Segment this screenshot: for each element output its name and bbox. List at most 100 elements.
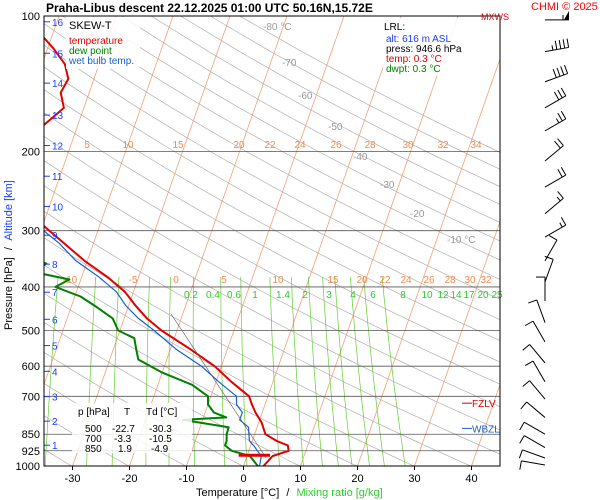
mixing-ratio-label: 0.2 xyxy=(184,290,198,301)
wind-barb xyxy=(544,138,564,162)
isotherm-label: 5 xyxy=(221,275,227,286)
mxws-label: MXWS xyxy=(481,12,509,22)
isotherm-label: 26 xyxy=(423,275,435,286)
altitude-tick-label: 2 xyxy=(52,417,58,428)
isotherm-line xyxy=(300,16,459,466)
pressure-tick-label: 500 xyxy=(22,326,40,338)
isotherm-label: 5 xyxy=(84,140,90,151)
wind-barb xyxy=(544,64,569,83)
mixing-ratio-label: 8 xyxy=(400,290,406,301)
wind-barb-flag xyxy=(560,87,567,97)
x-tick-label: 0 xyxy=(240,473,246,485)
wind-barb-flag xyxy=(554,40,558,50)
copyright-label: CHMI © 2025 xyxy=(531,1,598,13)
dry-adiabat-label: -30 xyxy=(380,180,395,191)
wind-barb-flag xyxy=(522,344,530,351)
x-tick-label: -30 xyxy=(65,473,81,485)
mixing-ratio-label: 14 xyxy=(450,290,462,301)
isotherm-line xyxy=(529,16,600,466)
isotherm-line xyxy=(357,57,500,466)
dry-adiabat xyxy=(44,160,500,408)
lrl-press: press: 946.6 hPa xyxy=(386,44,462,55)
wind-barb xyxy=(522,380,546,400)
mixing-ratio-line xyxy=(240,276,248,466)
isotherm-label: 34 xyxy=(470,140,482,151)
pressure-tick-label: 400 xyxy=(22,282,40,294)
wind-barb-half xyxy=(556,196,561,202)
altitude-tick-label: 4 xyxy=(52,367,58,378)
table-cell: 500 xyxy=(85,424,102,435)
wind-barb-flag xyxy=(557,89,563,99)
wind-barb-flag xyxy=(566,38,570,48)
mixing-ratio-line xyxy=(350,276,370,466)
wind-barbs xyxy=(518,10,570,470)
wind-barb xyxy=(544,255,554,283)
series-dew-point xyxy=(44,261,259,466)
wind-barb xyxy=(544,87,567,109)
wind-barb xyxy=(536,276,546,302)
mixing-ratio-line xyxy=(363,276,385,466)
dry-adiabat xyxy=(44,23,500,280)
wind-barb-flag xyxy=(560,217,567,226)
altitude-tick-label: 13 xyxy=(52,111,64,122)
wind-barb-flag xyxy=(522,380,530,387)
mixing-ratio-line xyxy=(220,276,226,466)
wbzl-label: WBZL xyxy=(472,424,500,435)
wind-barb-flag xyxy=(560,110,567,120)
table-cell: 850 xyxy=(85,444,102,455)
x-axis-title: Temperature [°C] / Mixing ratio [g/kg] xyxy=(196,487,383,499)
dry-adiabat xyxy=(239,16,500,153)
lrl-box: LRL: alt: 616 m ASL press: 946.6 hPa tem… xyxy=(383,18,468,76)
isotherm-label: 0 xyxy=(173,275,179,286)
wind-barb-flag xyxy=(560,167,567,176)
isotherm-line xyxy=(186,16,345,466)
wind-barb-flag xyxy=(554,140,561,149)
ylabel-pressure: Pressure [hPa] xyxy=(3,257,15,330)
mixing-ratio-line xyxy=(291,276,304,466)
mixing-ratio-line xyxy=(44,276,59,466)
plot-frame xyxy=(43,15,501,467)
wind-barb-shaft xyxy=(529,344,546,364)
xlabel-temp: Temperature [°C] xyxy=(196,487,279,499)
wind-barb-shaft xyxy=(529,380,546,400)
wind-barb xyxy=(544,110,567,132)
x-tick-label: 10 xyxy=(294,473,306,485)
wind-barb-half xyxy=(551,45,554,51)
wind-barb-pennant xyxy=(564,10,569,20)
isotherm-label: 24 xyxy=(400,275,412,286)
isotherm-label: 10 xyxy=(122,140,134,151)
isotherm-line xyxy=(44,16,174,386)
altitude-tick-label: 12 xyxy=(52,142,64,153)
parcel-line xyxy=(170,314,267,459)
wind-barb-flag xyxy=(556,67,561,77)
pressure-tick-label: 850 xyxy=(22,429,40,441)
isotherm-label: 28 xyxy=(364,140,376,151)
wind-barb-flag xyxy=(557,169,563,178)
mixing-ratio-label: 6 xyxy=(370,290,376,301)
wind-barb-flag xyxy=(548,235,558,241)
altitude-tick-label: 14 xyxy=(52,79,64,90)
y-axis-title: Pressure [hPa] / Altitude [km] xyxy=(3,180,15,330)
wind-barb-flag xyxy=(519,460,522,470)
mixing-ratio-label: 17 xyxy=(463,290,475,301)
altitude-tick-label: 7 xyxy=(52,288,58,299)
level-markers: FZLV WBZL xyxy=(238,399,500,457)
altitude-tick-label: 10 xyxy=(52,202,64,213)
wind-barb xyxy=(544,167,567,188)
dry-adiabat-label: -10 °C xyxy=(447,235,475,246)
wind-barb xyxy=(545,10,569,21)
dry-adiabat xyxy=(44,415,129,466)
altitude-tick-label: 5 xyxy=(52,342,58,353)
dry-adiabat xyxy=(44,135,500,385)
pressure-tick-label: 100 xyxy=(22,11,40,23)
altitude-tick-label: 15 xyxy=(52,49,64,60)
table-cell: 1.9 xyxy=(118,444,132,455)
wind-barb xyxy=(518,449,546,459)
isotherm-line xyxy=(0,16,2,466)
wind-barb xyxy=(524,360,546,383)
wind-barb xyxy=(544,38,570,53)
pressure-tick-label: 200 xyxy=(22,146,40,158)
wind-barb-flag xyxy=(553,91,560,101)
x-tick-label: 40 xyxy=(465,473,477,485)
